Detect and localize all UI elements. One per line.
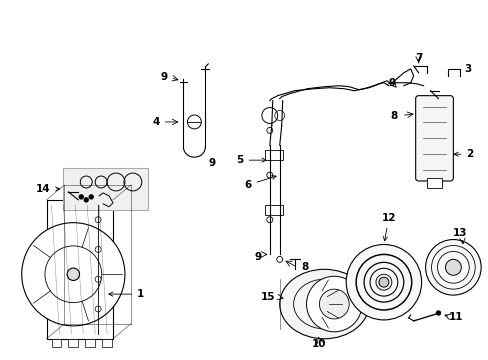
- FancyBboxPatch shape: [415, 96, 452, 181]
- Text: 2: 2: [453, 149, 473, 159]
- Bar: [426, 178, 442, 188]
- Text: 4: 4: [153, 117, 160, 127]
- Circle shape: [436, 311, 440, 315]
- Circle shape: [266, 172, 272, 178]
- Bar: [264, 150, 282, 160]
- Text: 3: 3: [464, 64, 471, 74]
- Circle shape: [425, 239, 480, 295]
- Text: 5: 5: [236, 155, 265, 165]
- Circle shape: [276, 256, 282, 262]
- Circle shape: [266, 217, 272, 223]
- Circle shape: [67, 268, 80, 280]
- Text: 8: 8: [300, 262, 307, 272]
- Text: 12: 12: [381, 213, 395, 241]
- Circle shape: [95, 247, 101, 252]
- Circle shape: [89, 195, 93, 199]
- Text: 9: 9: [254, 252, 261, 262]
- Bar: [51, 339, 61, 347]
- Text: 9: 9: [208, 158, 215, 168]
- Circle shape: [95, 306, 101, 312]
- Text: 1: 1: [108, 289, 144, 299]
- Circle shape: [306, 276, 361, 332]
- Circle shape: [266, 127, 272, 133]
- Circle shape: [95, 217, 101, 223]
- Text: 10: 10: [311, 339, 326, 349]
- Circle shape: [445, 260, 460, 275]
- Bar: [264, 205, 282, 215]
- Circle shape: [21, 223, 124, 326]
- Circle shape: [84, 198, 88, 202]
- Text: 6: 6: [244, 175, 276, 190]
- Text: 9: 9: [160, 72, 167, 82]
- Circle shape: [346, 244, 421, 320]
- Text: 15: 15: [260, 292, 275, 302]
- Text: 14: 14: [36, 184, 60, 194]
- Circle shape: [378, 277, 388, 287]
- Text: 8: 8: [389, 111, 397, 121]
- Circle shape: [95, 276, 101, 282]
- Circle shape: [319, 289, 348, 319]
- Bar: [63, 168, 147, 210]
- Bar: [46, 200, 113, 339]
- Text: 13: 13: [452, 228, 467, 238]
- Text: 9: 9: [387, 78, 395, 88]
- Text: 7: 7: [414, 53, 422, 63]
- Bar: [102, 339, 112, 347]
- Bar: [68, 339, 78, 347]
- Text: 11: 11: [448, 312, 463, 322]
- Ellipse shape: [279, 269, 368, 339]
- Bar: [85, 339, 95, 347]
- Circle shape: [79, 195, 83, 199]
- Circle shape: [45, 246, 102, 303]
